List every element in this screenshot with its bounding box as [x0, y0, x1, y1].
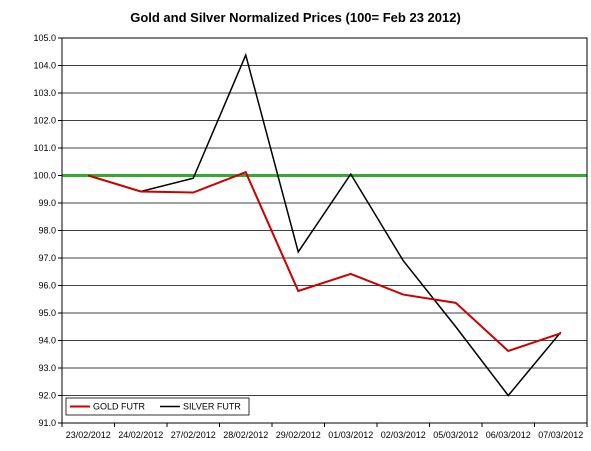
y-tick-label: 94.0 — [38, 336, 56, 346]
x-tick-label: 24/02/2012 — [118, 430, 163, 440]
x-tick-label: 28/02/2012 — [223, 430, 268, 440]
y-tick-label: 102.0 — [33, 116, 56, 126]
y-tick-label: 98.0 — [38, 226, 56, 236]
legend: GOLD FUTR SILVER FUTR — [65, 397, 250, 416]
y-tick-label: 95.0 — [38, 308, 56, 318]
chart-title: Gold and Silver Normalized Prices (100= … — [130, 10, 461, 25]
y-tick-label: 105.0 — [33, 33, 56, 43]
x-tick-label: 06/03/2012 — [486, 430, 531, 440]
legend-label-silver: SILVER FUTR — [183, 402, 241, 412]
x-tick-label: 29/02/2012 — [276, 430, 321, 440]
x-tick-label: 27/02/2012 — [171, 430, 216, 440]
x-tick-label: 23/02/2012 — [66, 430, 111, 440]
y-axis-ticks: 91.0 92.0 93.0 94.0 95.0 96.0 97.0 98.0 99.0 100.… — [33, 33, 62, 428]
series-lines — [87, 52, 562, 397]
x-tick-label: 01/03/2012 — [328, 430, 373, 440]
legend-label-gold: GOLD FUTR — [93, 402, 146, 412]
x-axis-ticks: 23/02/2012 24/02/2012 27/02/2012 28/02/2012… — [61, 423, 588, 440]
y-tick-label: 97.0 — [38, 253, 56, 263]
y-tick-label: 92.0 — [38, 391, 56, 401]
x-tick-label: 05/03/2012 — [433, 430, 478, 440]
gridlines — [62, 37, 587, 424]
y-tick-label: 100.0 — [33, 171, 56, 181]
series-line-silver — [88, 52, 562, 397]
legend-box — [65, 397, 250, 416]
y-tick-label: 101.0 — [33, 143, 56, 153]
x-tick-label: 02/03/2012 — [381, 430, 426, 440]
series-line-gold — [87, 170, 562, 353]
x-tick-label: 07/03/2012 — [538, 430, 583, 440]
y-tick-label: 99.0 — [38, 198, 56, 208]
y-tick-label: 91.0 — [38, 418, 56, 428]
y-tick-label: 103.0 — [33, 88, 56, 98]
y-tick-label: 104.0 — [33, 61, 56, 71]
y-tick-label: 93.0 — [38, 363, 56, 373]
y-tick-label: 96.0 — [38, 281, 56, 291]
